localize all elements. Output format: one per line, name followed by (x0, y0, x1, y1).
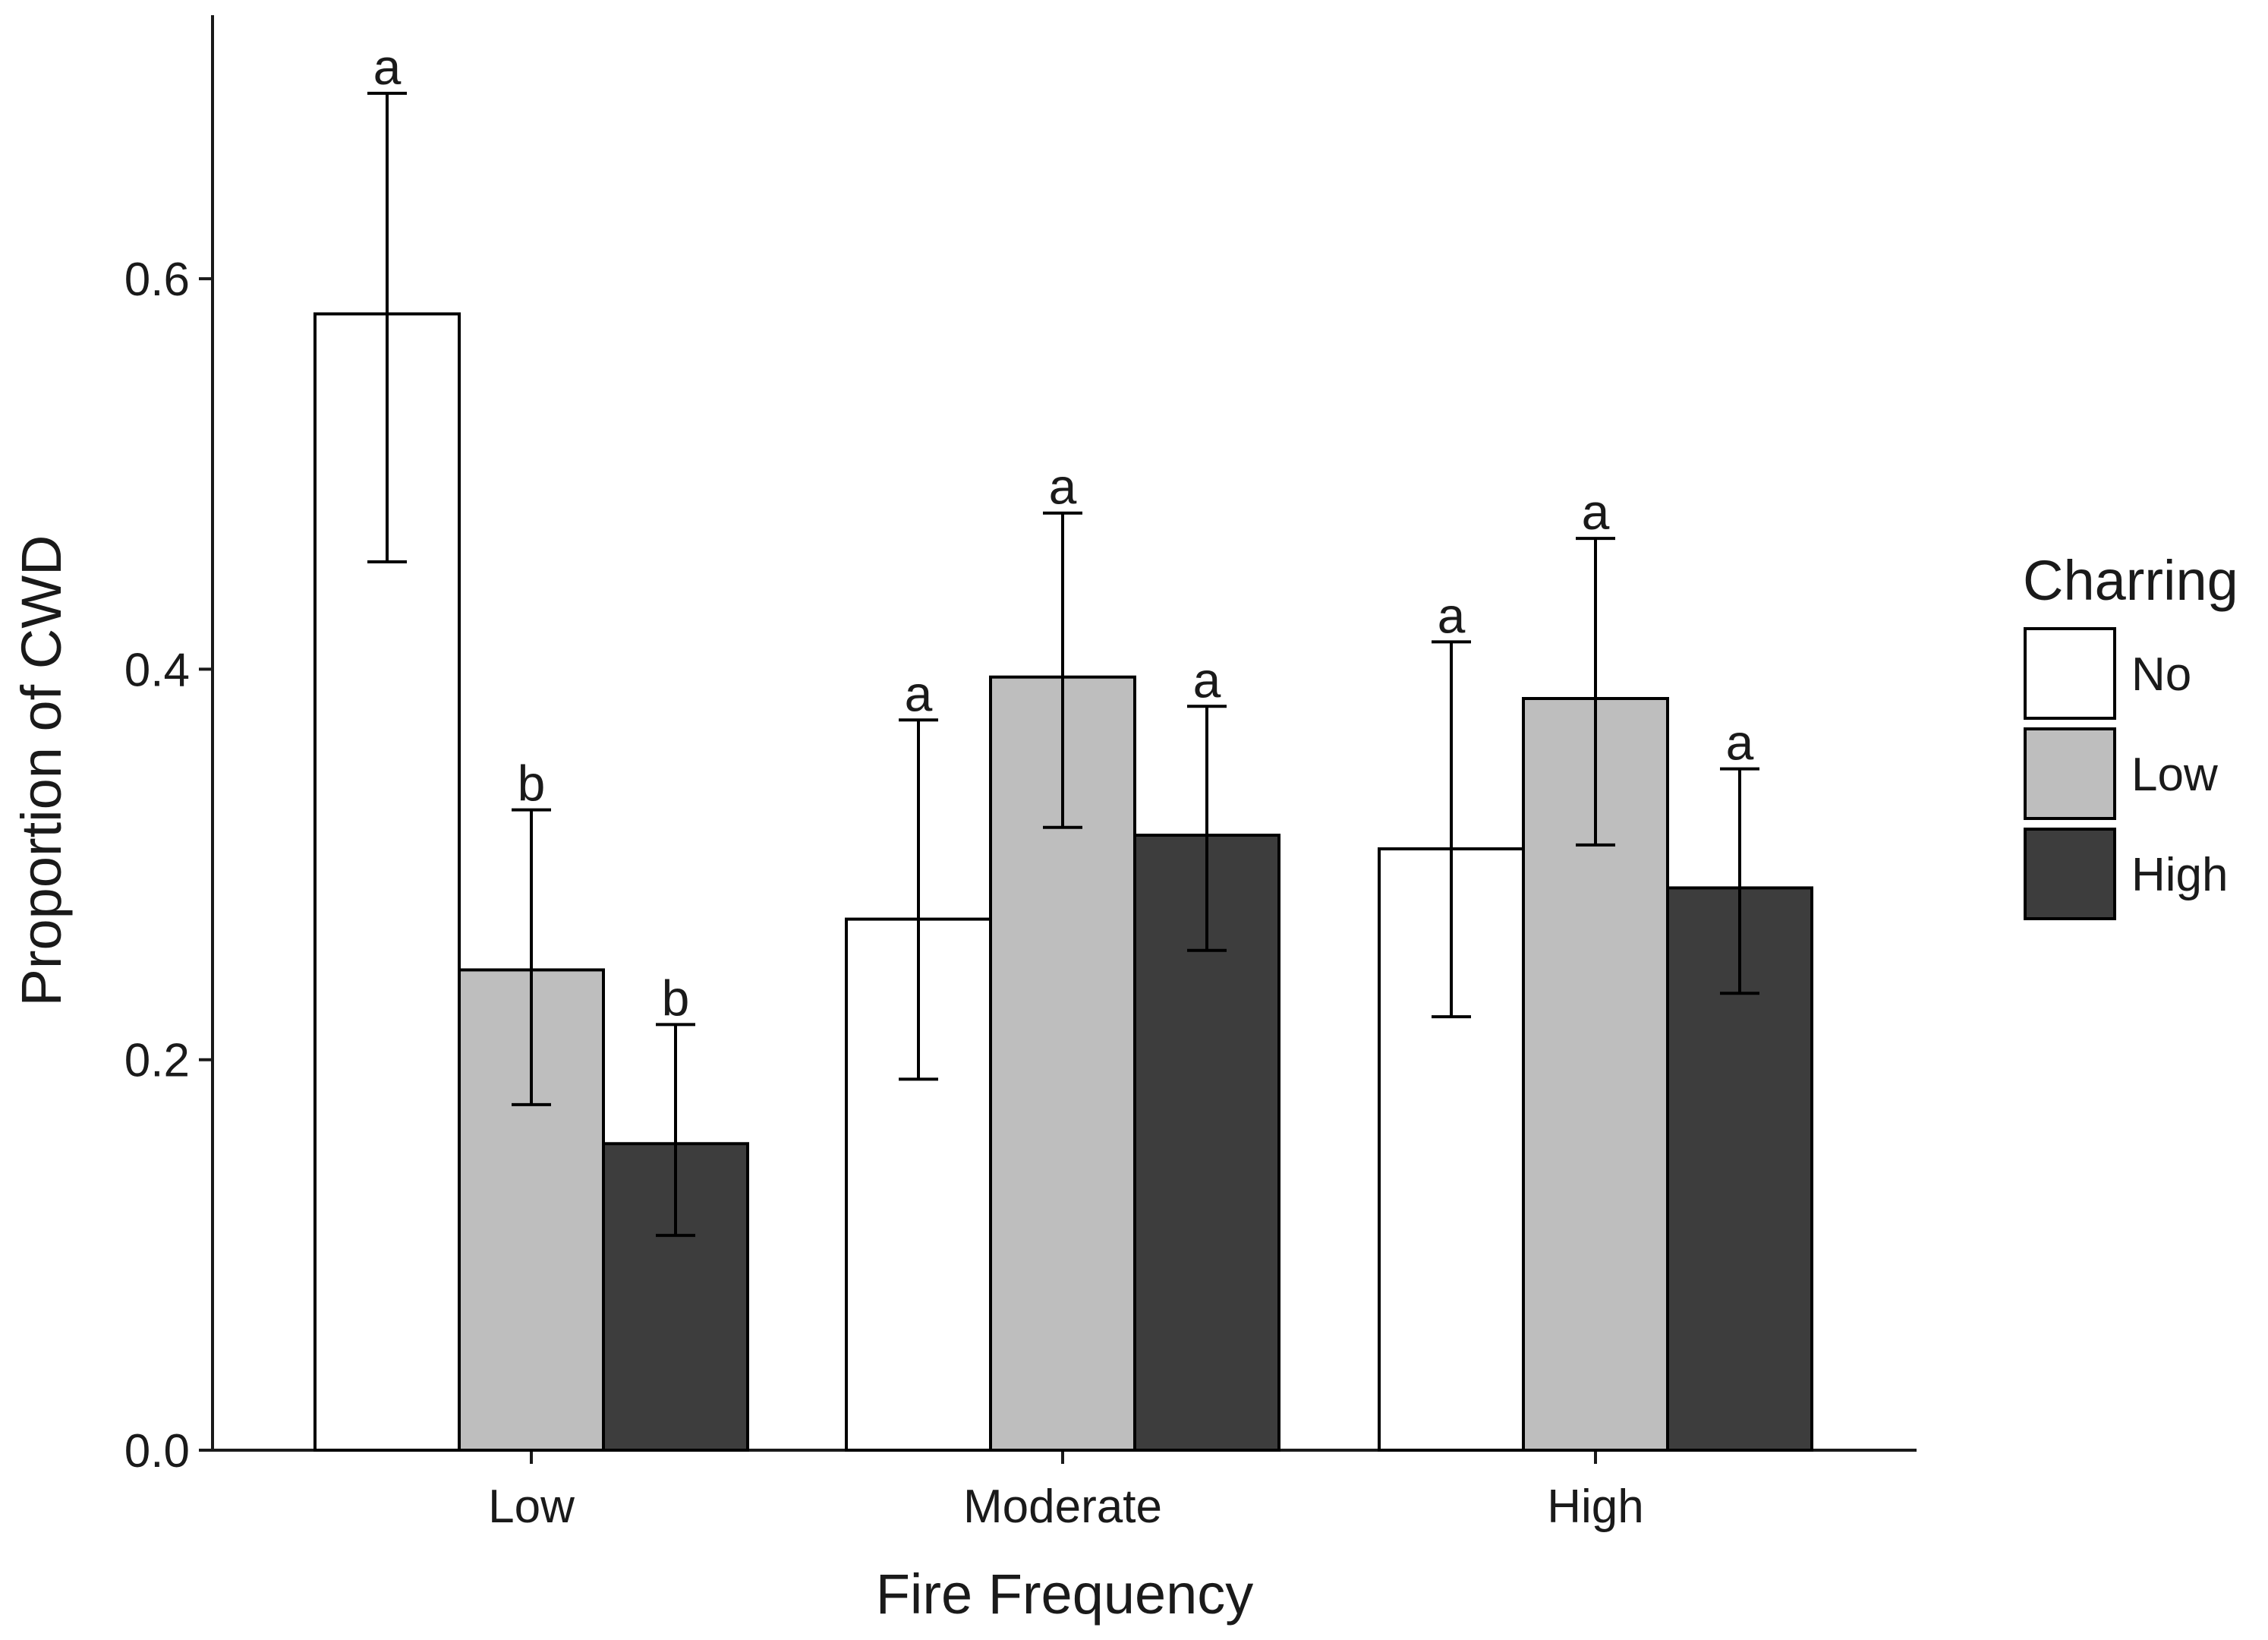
legend: Charring No Low High (2023, 549, 2238, 920)
legend-label: Low (2131, 749, 2218, 801)
y-tick-label: 0.2 (124, 1035, 190, 1087)
x-tick-label: Low (488, 1481, 575, 1533)
significance-letter: a (1193, 651, 1221, 708)
x-tick-label: High (1547, 1481, 1644, 1533)
legend-label: No (2131, 648, 2191, 701)
legend-key (2024, 727, 2116, 820)
significance-letter: b (518, 755, 546, 812)
legend-key (2024, 828, 2116, 920)
plot-area: 0.0 0.2 0.4 0.6 Low Moderate High a a a b a a b a a (124, 15, 1917, 1533)
legend-title: Charring (2023, 549, 2238, 612)
legend-label: High (2131, 849, 2229, 901)
y-tick-label: 0.6 (124, 254, 190, 306)
y-tick-label: 0.0 (124, 1425, 190, 1478)
y-axis-title: Proportion of CWD (10, 535, 73, 1007)
y-tick-label: 0.4 (124, 644, 190, 696)
significance-letter: a (1582, 484, 1610, 540)
significance-letter: a (373, 39, 402, 95)
x-axis-title: Fire Frequency (876, 1563, 1254, 1626)
significance-letter: a (1049, 459, 1077, 515)
significance-letter: a (1438, 587, 1466, 643)
x-tick-label: Moderate (963, 1481, 1162, 1533)
significance-letter: b (662, 970, 690, 1026)
significance-letter: a (905, 665, 933, 721)
legend-key (2024, 627, 2116, 720)
significance-letter: a (1726, 714, 1754, 771)
